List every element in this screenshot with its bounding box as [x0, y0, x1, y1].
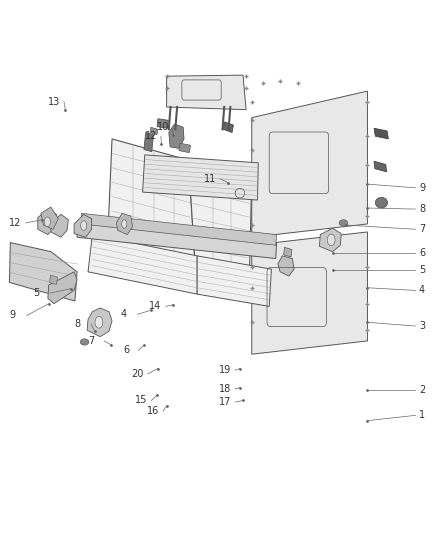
Text: 16: 16	[147, 406, 159, 416]
Polygon shape	[108, 139, 195, 262]
Polygon shape	[41, 207, 58, 229]
Polygon shape	[374, 128, 389, 139]
Polygon shape	[77, 221, 277, 259]
Text: 11: 11	[204, 174, 216, 184]
Text: 15: 15	[135, 395, 148, 406]
Polygon shape	[88, 235, 197, 294]
Ellipse shape	[44, 217, 50, 227]
Polygon shape	[49, 275, 57, 285]
Text: 5: 5	[33, 288, 39, 298]
Ellipse shape	[80, 339, 89, 345]
Ellipse shape	[327, 234, 335, 246]
Text: 13: 13	[48, 96, 60, 107]
Polygon shape	[278, 256, 294, 276]
Text: 5: 5	[419, 265, 425, 275]
Polygon shape	[179, 143, 191, 153]
Text: 9: 9	[419, 183, 425, 193]
Text: 18: 18	[219, 384, 231, 394]
Text: 4: 4	[419, 286, 425, 295]
Polygon shape	[150, 127, 158, 135]
Polygon shape	[144, 133, 153, 152]
Polygon shape	[74, 214, 92, 237]
Polygon shape	[143, 155, 258, 200]
Polygon shape	[284, 247, 292, 257]
Text: 2: 2	[419, 385, 425, 395]
Polygon shape	[81, 213, 277, 245]
Polygon shape	[87, 308, 112, 337]
Ellipse shape	[122, 220, 127, 228]
Polygon shape	[38, 209, 57, 235]
Text: 20: 20	[132, 369, 144, 379]
Polygon shape	[252, 91, 367, 237]
Text: 12: 12	[10, 218, 22, 228]
Polygon shape	[319, 228, 341, 252]
Text: 8: 8	[419, 204, 425, 214]
Text: 7: 7	[419, 224, 425, 235]
Text: 8: 8	[74, 319, 80, 329]
Ellipse shape	[95, 317, 103, 328]
Text: 6: 6	[419, 248, 425, 258]
Polygon shape	[51, 214, 68, 237]
Text: 17: 17	[219, 397, 231, 407]
Ellipse shape	[339, 220, 348, 226]
Polygon shape	[10, 243, 77, 301]
Text: 14: 14	[149, 301, 161, 311]
Polygon shape	[252, 232, 367, 354]
Text: 10: 10	[157, 122, 169, 132]
Polygon shape	[166, 75, 246, 110]
Text: 3: 3	[419, 321, 425, 331]
Text: 12: 12	[145, 131, 157, 141]
Ellipse shape	[375, 197, 388, 208]
Text: 4: 4	[121, 309, 127, 319]
Text: 19: 19	[219, 365, 231, 375]
Polygon shape	[117, 213, 133, 235]
Polygon shape	[48, 272, 77, 304]
Polygon shape	[374, 161, 387, 172]
Polygon shape	[157, 119, 168, 128]
Text: 1: 1	[419, 410, 425, 421]
Polygon shape	[188, 160, 252, 272]
Polygon shape	[169, 124, 184, 149]
Text: 6: 6	[123, 345, 129, 356]
Polygon shape	[223, 122, 233, 133]
Polygon shape	[197, 256, 272, 306]
Text: 7: 7	[88, 336, 94, 346]
Ellipse shape	[81, 221, 87, 230]
Text: 9: 9	[10, 310, 16, 320]
